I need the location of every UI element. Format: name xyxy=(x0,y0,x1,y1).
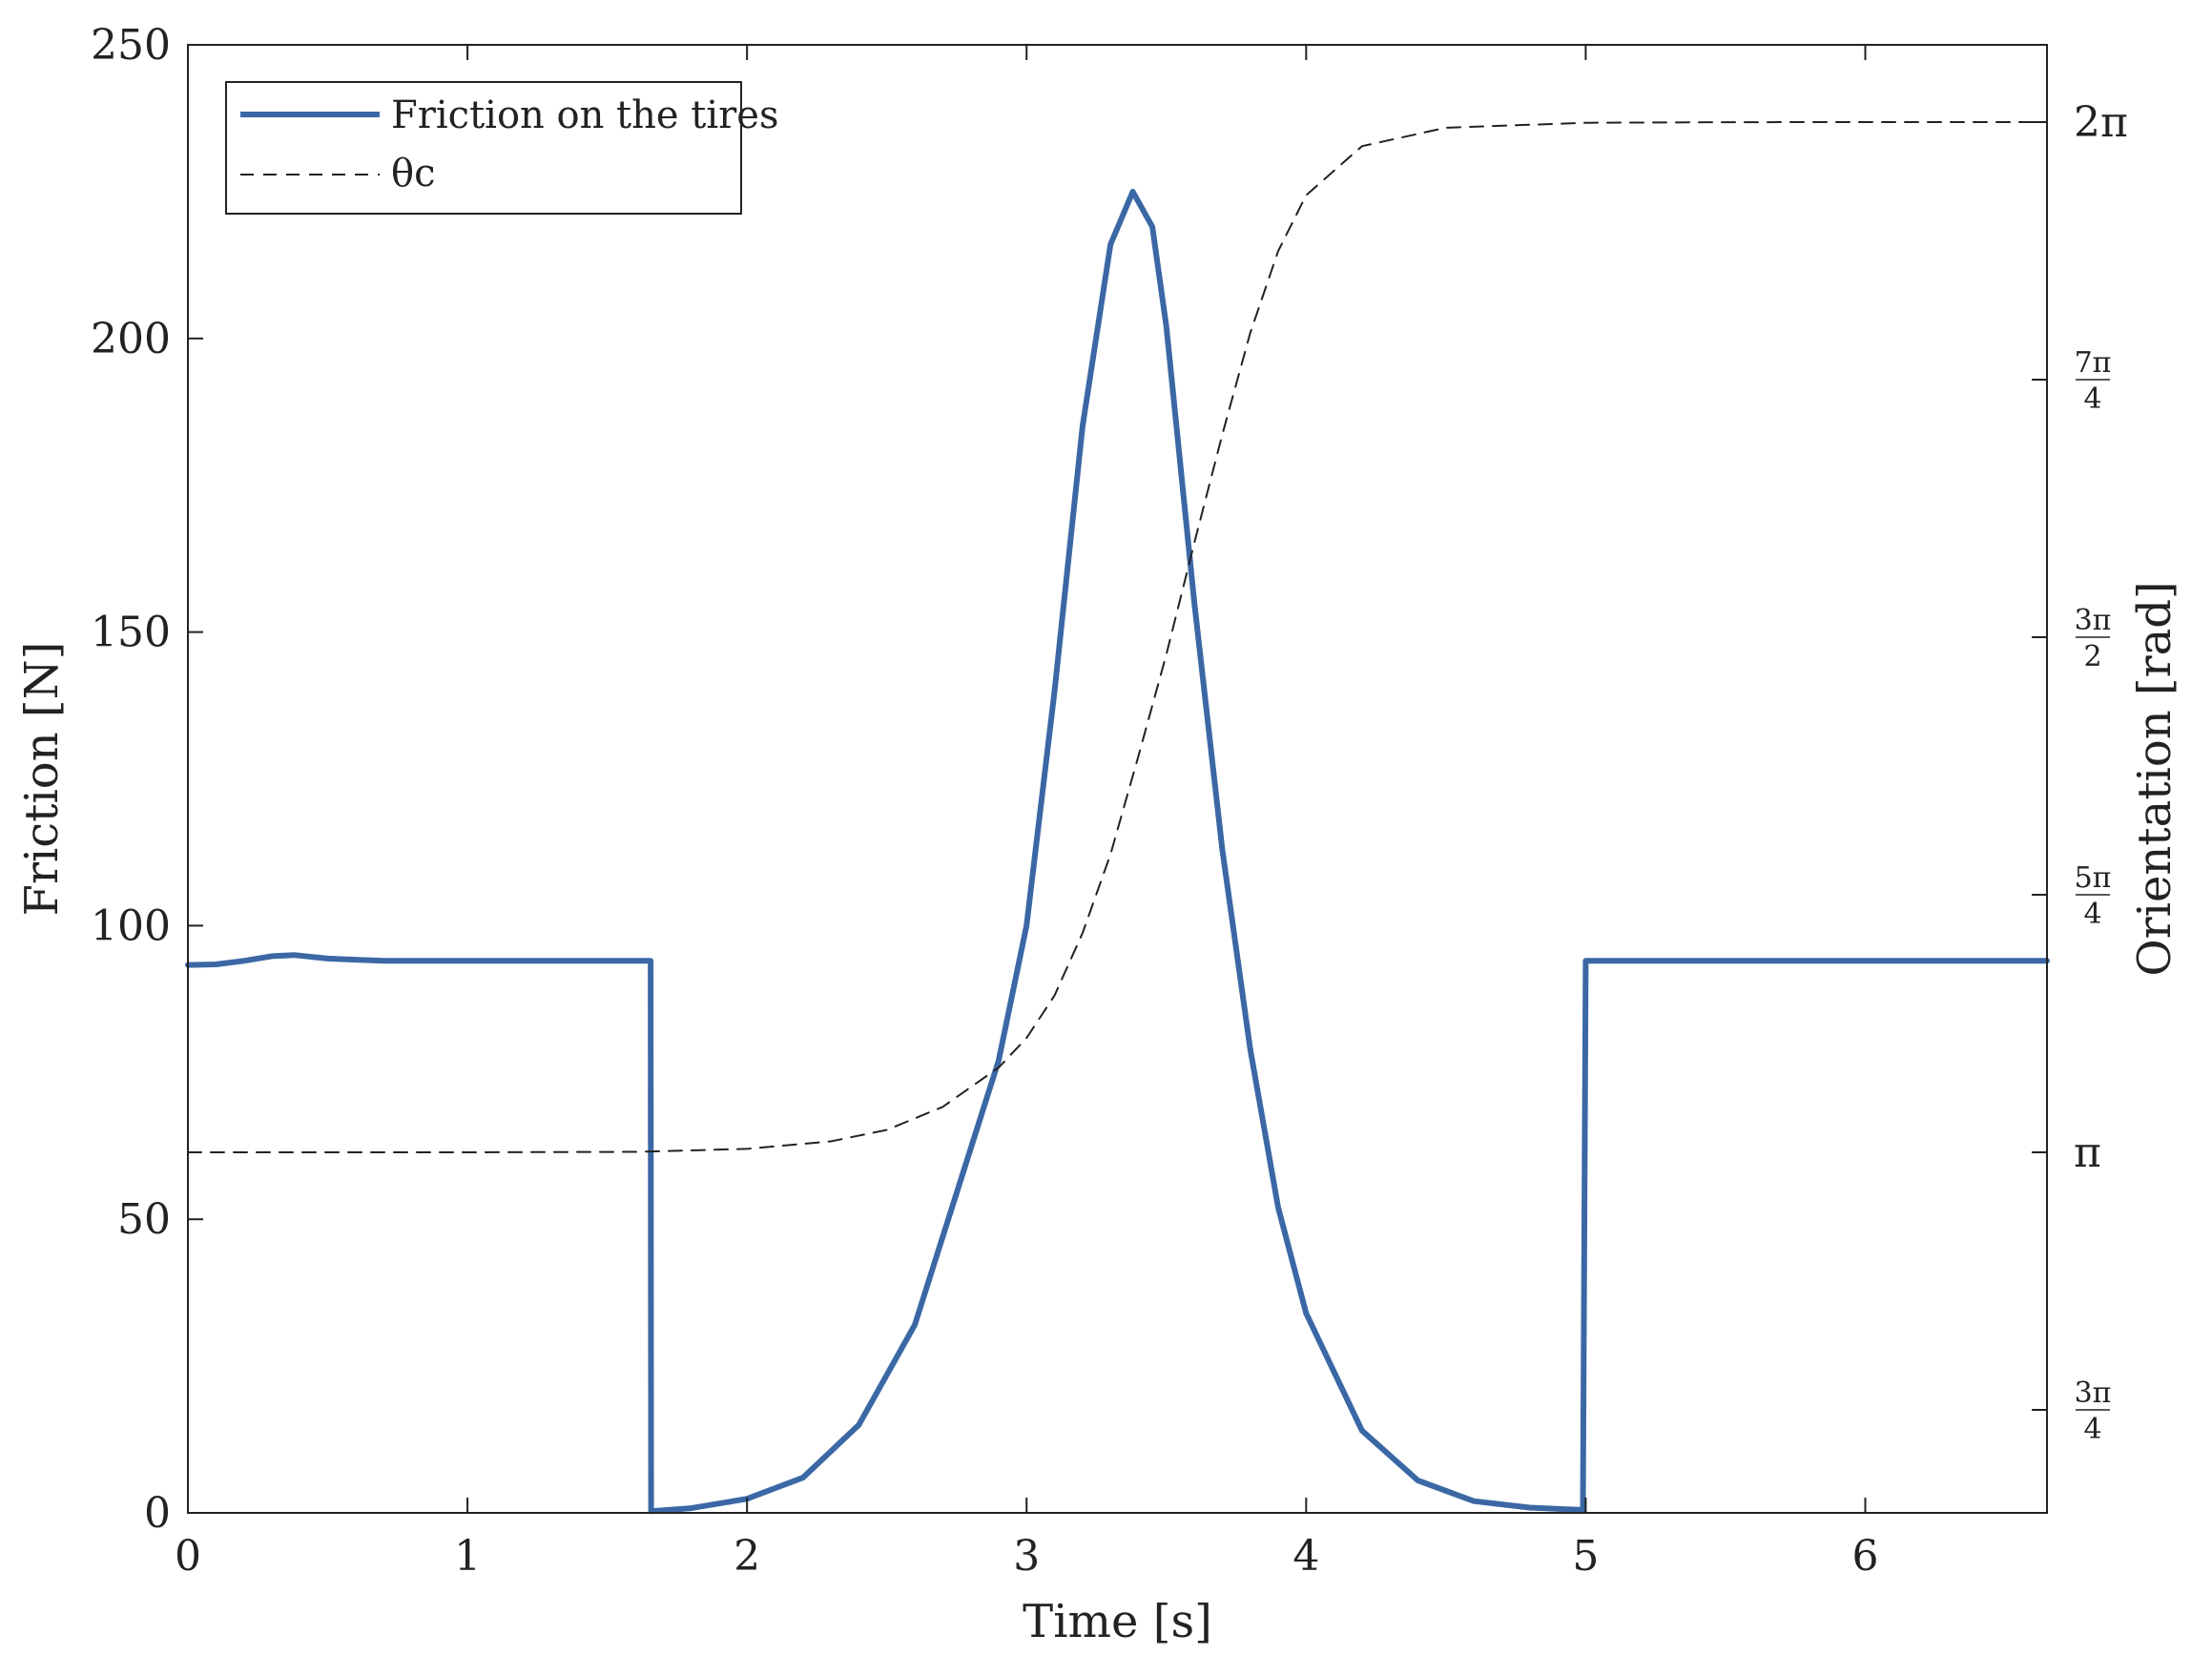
y-left-tick-label: 200 xyxy=(91,315,171,363)
y-left-tick-label: 150 xyxy=(91,609,171,657)
x-tick-label: 4 xyxy=(1292,1532,1319,1581)
x-tick-label: 1 xyxy=(454,1532,481,1581)
x-tick-label: 6 xyxy=(1851,1532,1878,1581)
y-right-tick-label-numerator: 3π xyxy=(2075,604,2112,637)
series-friction-line xyxy=(185,188,2050,1515)
x-tick-label: 5 xyxy=(1572,1532,1599,1581)
y-right-tick-label-denominator: 2 xyxy=(2083,640,2101,673)
legend-label-friction: Friction on the tires xyxy=(391,93,778,137)
y-right-tick-label: π xyxy=(2074,1128,2101,1177)
legend-label-theta: θc xyxy=(391,152,435,196)
x-tick-label: 0 xyxy=(175,1532,201,1581)
y-right-tick-label-numerator: 7π xyxy=(2075,346,2112,380)
legend: Friction on the tires θc xyxy=(225,81,778,215)
plot-frame xyxy=(187,44,2048,1514)
y-right-tick-label-denominator: 4 xyxy=(2083,898,2101,931)
y-right-tick-label: 2π xyxy=(2074,98,2128,147)
y-right-tick-label-numerator: 5π xyxy=(2075,861,2112,895)
y-right-tick-label-numerator: 3π xyxy=(2075,1376,2112,1410)
y-right-tick-label-denominator: 4 xyxy=(2083,383,2101,416)
series-theta-line xyxy=(187,121,2048,1153)
x-axis-label: Time [s] xyxy=(1023,1595,1212,1648)
legend-box xyxy=(225,81,742,215)
y-left-tick-label: 50 xyxy=(117,1195,171,1244)
y-left-tick-label: 250 xyxy=(91,21,171,70)
y-axis-right-label: Orientation [rad] xyxy=(2128,581,2181,976)
x-tick-label: 3 xyxy=(1013,1532,1040,1581)
y-left-tick-label: 0 xyxy=(144,1489,171,1538)
y-left-tick-label: 100 xyxy=(91,901,171,950)
y-right-tick-label-denominator: 4 xyxy=(2083,1413,2101,1446)
x-tick-label: 2 xyxy=(734,1532,760,1581)
y-axis-left-label: Friction [N] xyxy=(15,642,69,917)
series-layer xyxy=(185,121,2050,1515)
